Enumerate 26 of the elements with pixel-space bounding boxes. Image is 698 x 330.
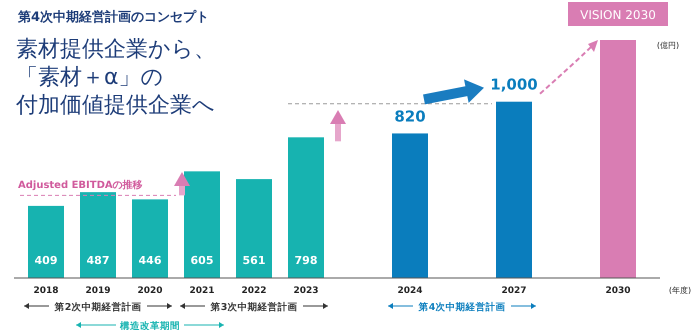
x-tick-label: 2023 [293,286,319,296]
x-tick-label: 2018 [33,286,59,296]
x-tick-label: 2020 [137,286,163,296]
data-label: 798 [294,254,318,267]
x-tick-label: 2027 [501,286,527,296]
text: 第4次中期経営計画 [418,301,506,313]
text: 素材提供企業から、「素材＋α」の付加価値提供企業へ [15,37,216,118]
data-label: 820 [394,107,426,126]
x-tick-label: 2024 [397,286,423,296]
x-tick-label: 2019 [85,286,111,296]
text: 第3次中期経営計画 [210,301,298,313]
x-tick-label: 2030 [605,286,631,296]
text: 第2次中期経営計画 [54,301,142,313]
annotation: (億円) [656,41,680,50]
data-label: 605 [190,254,214,267]
annotation: Adjusted EBITDAの推移 [18,179,143,191]
data-label: 487 [86,254,110,267]
data-label: 409 [34,254,58,267]
chart-title: 第4次中期経営計画のコンセプト [17,9,210,25]
data-label: 446 [138,254,162,267]
text: (年度) [668,286,692,295]
vision-box: VISION 2030 [568,2,668,26]
data-label: 561 [242,254,266,267]
x-tick-label: 2021 [189,286,215,296]
x-tick-label: 2022 [241,286,267,296]
data-label: 1,000 [490,76,538,94]
